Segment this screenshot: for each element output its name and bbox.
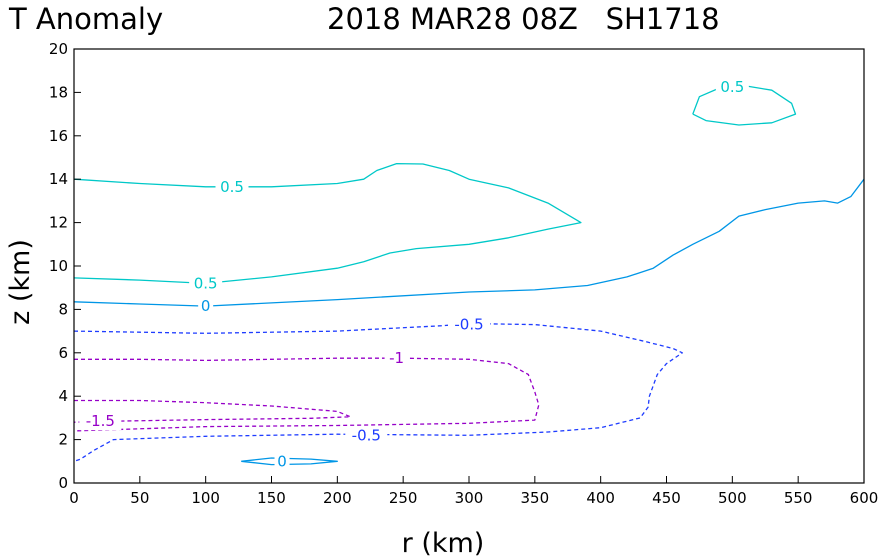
contour-label-background [345, 426, 388, 445]
x-tick-label: 50 [130, 489, 149, 507]
contour-line [73, 322, 683, 462]
contour-line [692, 85, 797, 126]
axis-ticks: 0 50 100 150 200 250 300 350 400 450 500 550 6000246… [49, 40, 878, 507]
x-tick-label: 100 [191, 489, 220, 507]
contour-label-background [274, 452, 290, 471]
contour-line [73, 162, 582, 285]
contour-line [73, 178, 865, 307]
contour-label: 0.5 [720, 78, 744, 96]
y-tick-label: 10 [49, 257, 68, 275]
x-tick-label: 300 [455, 489, 484, 507]
chart-title-right: 2018 MAR28 08Z SH1718 [327, 2, 720, 36]
y-tick-label: 16 [49, 127, 68, 145]
contour-line [241, 457, 338, 466]
contour-label: -0.5 [352, 426, 381, 444]
x-tick-label: 400 [586, 489, 615, 507]
contour-label-background [79, 412, 122, 431]
y-tick-label: 14 [49, 170, 68, 188]
x-tick-label: 550 [784, 489, 813, 507]
y-tick-label: 0 [58, 474, 68, 492]
contour-label: 0 [277, 452, 287, 470]
x-tick-label: 350 [521, 489, 550, 507]
y-tick-label: 20 [49, 40, 68, 58]
contour-label-background [198, 297, 214, 316]
chart-title-left: T Anomaly [8, 2, 163, 36]
contour-label-background [448, 315, 490, 334]
contour-label-background [215, 177, 249, 196]
x-tick-label: 500 [718, 489, 747, 507]
contour-label-background [189, 274, 223, 293]
x-axis-title: r (km) [402, 528, 485, 559]
y-axis-title: z (km) [5, 239, 36, 325]
contour-layer: 0.5 0.5 0.5 0 0 -0.5 -0.5 -1 -1.5 [73, 77, 865, 471]
contour-label: 0.5 [220, 178, 244, 196]
contour-line [73, 399, 352, 423]
x-tick-label: 150 [257, 489, 286, 507]
y-tick-label: 6 [58, 344, 68, 362]
x-tick-label: 200 [323, 489, 352, 507]
y-tick-label: 12 [49, 214, 68, 232]
contour-label-background [384, 349, 409, 368]
plot-frame [73, 48, 865, 484]
y-tick-label: 4 [58, 387, 68, 405]
x-tick-label: 250 [389, 489, 418, 507]
contour-label: -1 [389, 349, 404, 367]
contour-label: 0 [201, 297, 211, 315]
contour-label: -1.5 [86, 412, 115, 430]
y-tick-label: 2 [58, 431, 68, 449]
contour-label: 0.5 [194, 274, 218, 292]
y-tick-label: 18 [49, 83, 68, 101]
x-tick-label: 0 [69, 489, 79, 507]
y-tick-label: 8 [58, 300, 68, 318]
contour-line [73, 357, 540, 432]
contour-label-background [715, 77, 749, 96]
x-tick-label: 600 [850, 489, 879, 507]
x-tick-label: 450 [652, 489, 681, 507]
contour-label: -0.5 [454, 316, 483, 334]
